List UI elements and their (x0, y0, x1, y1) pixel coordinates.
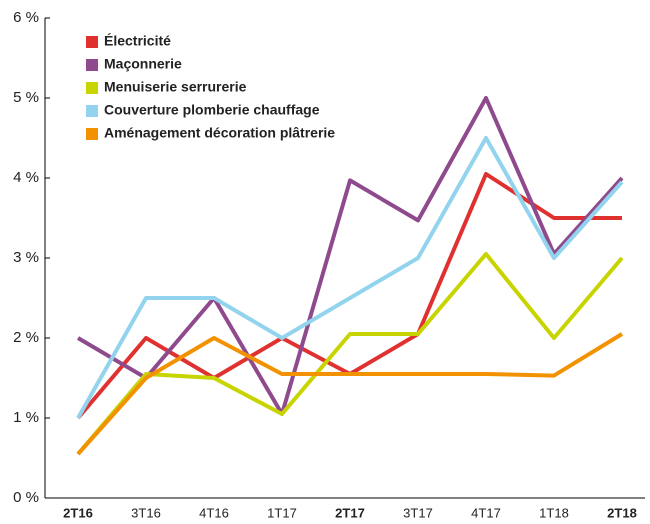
y-tick-label: 4 % (13, 169, 39, 186)
legend-label: Maçonnerie (104, 56, 182, 72)
legend-label: Menuiserie serrurerie (104, 79, 247, 95)
x-tick-label: 4T16 (199, 505, 229, 520)
y-tick-label: 1 % (13, 409, 39, 426)
x-tick-label: 2T17 (335, 505, 365, 520)
legend-label: Couverture plomberie chauffage (104, 102, 320, 118)
legend-swatch (86, 105, 98, 117)
x-tick-label: 2T16 (63, 505, 93, 520)
x-tick-label: 3T17 (403, 505, 433, 520)
x-tick-label: 3T16 (131, 505, 161, 520)
legend-swatch (86, 59, 98, 71)
series-line (76, 252, 624, 456)
y-tick-label: 6 % (13, 9, 39, 26)
legend-label: Aménagement décoration plâtrerie (104, 125, 335, 141)
legend-swatch (86, 82, 98, 94)
y-tick-label: 2 % (13, 329, 39, 346)
x-tick-label: 4T17 (471, 505, 501, 520)
legend-label: Électricité (104, 33, 171, 49)
series-line (76, 96, 624, 416)
series-line (76, 136, 624, 419)
y-tick-label: 3 % (13, 249, 39, 266)
series-line (76, 332, 624, 456)
y-tick-label: 0 % (13, 489, 39, 506)
x-tick-label: 1T17 (267, 505, 297, 520)
x-tick-label: 1T18 (539, 505, 569, 520)
legend-swatch (86, 128, 98, 140)
x-tick-label: 2T18 (607, 505, 637, 520)
y-tick-label: 5 % (13, 89, 39, 106)
legend-swatch (86, 36, 98, 48)
